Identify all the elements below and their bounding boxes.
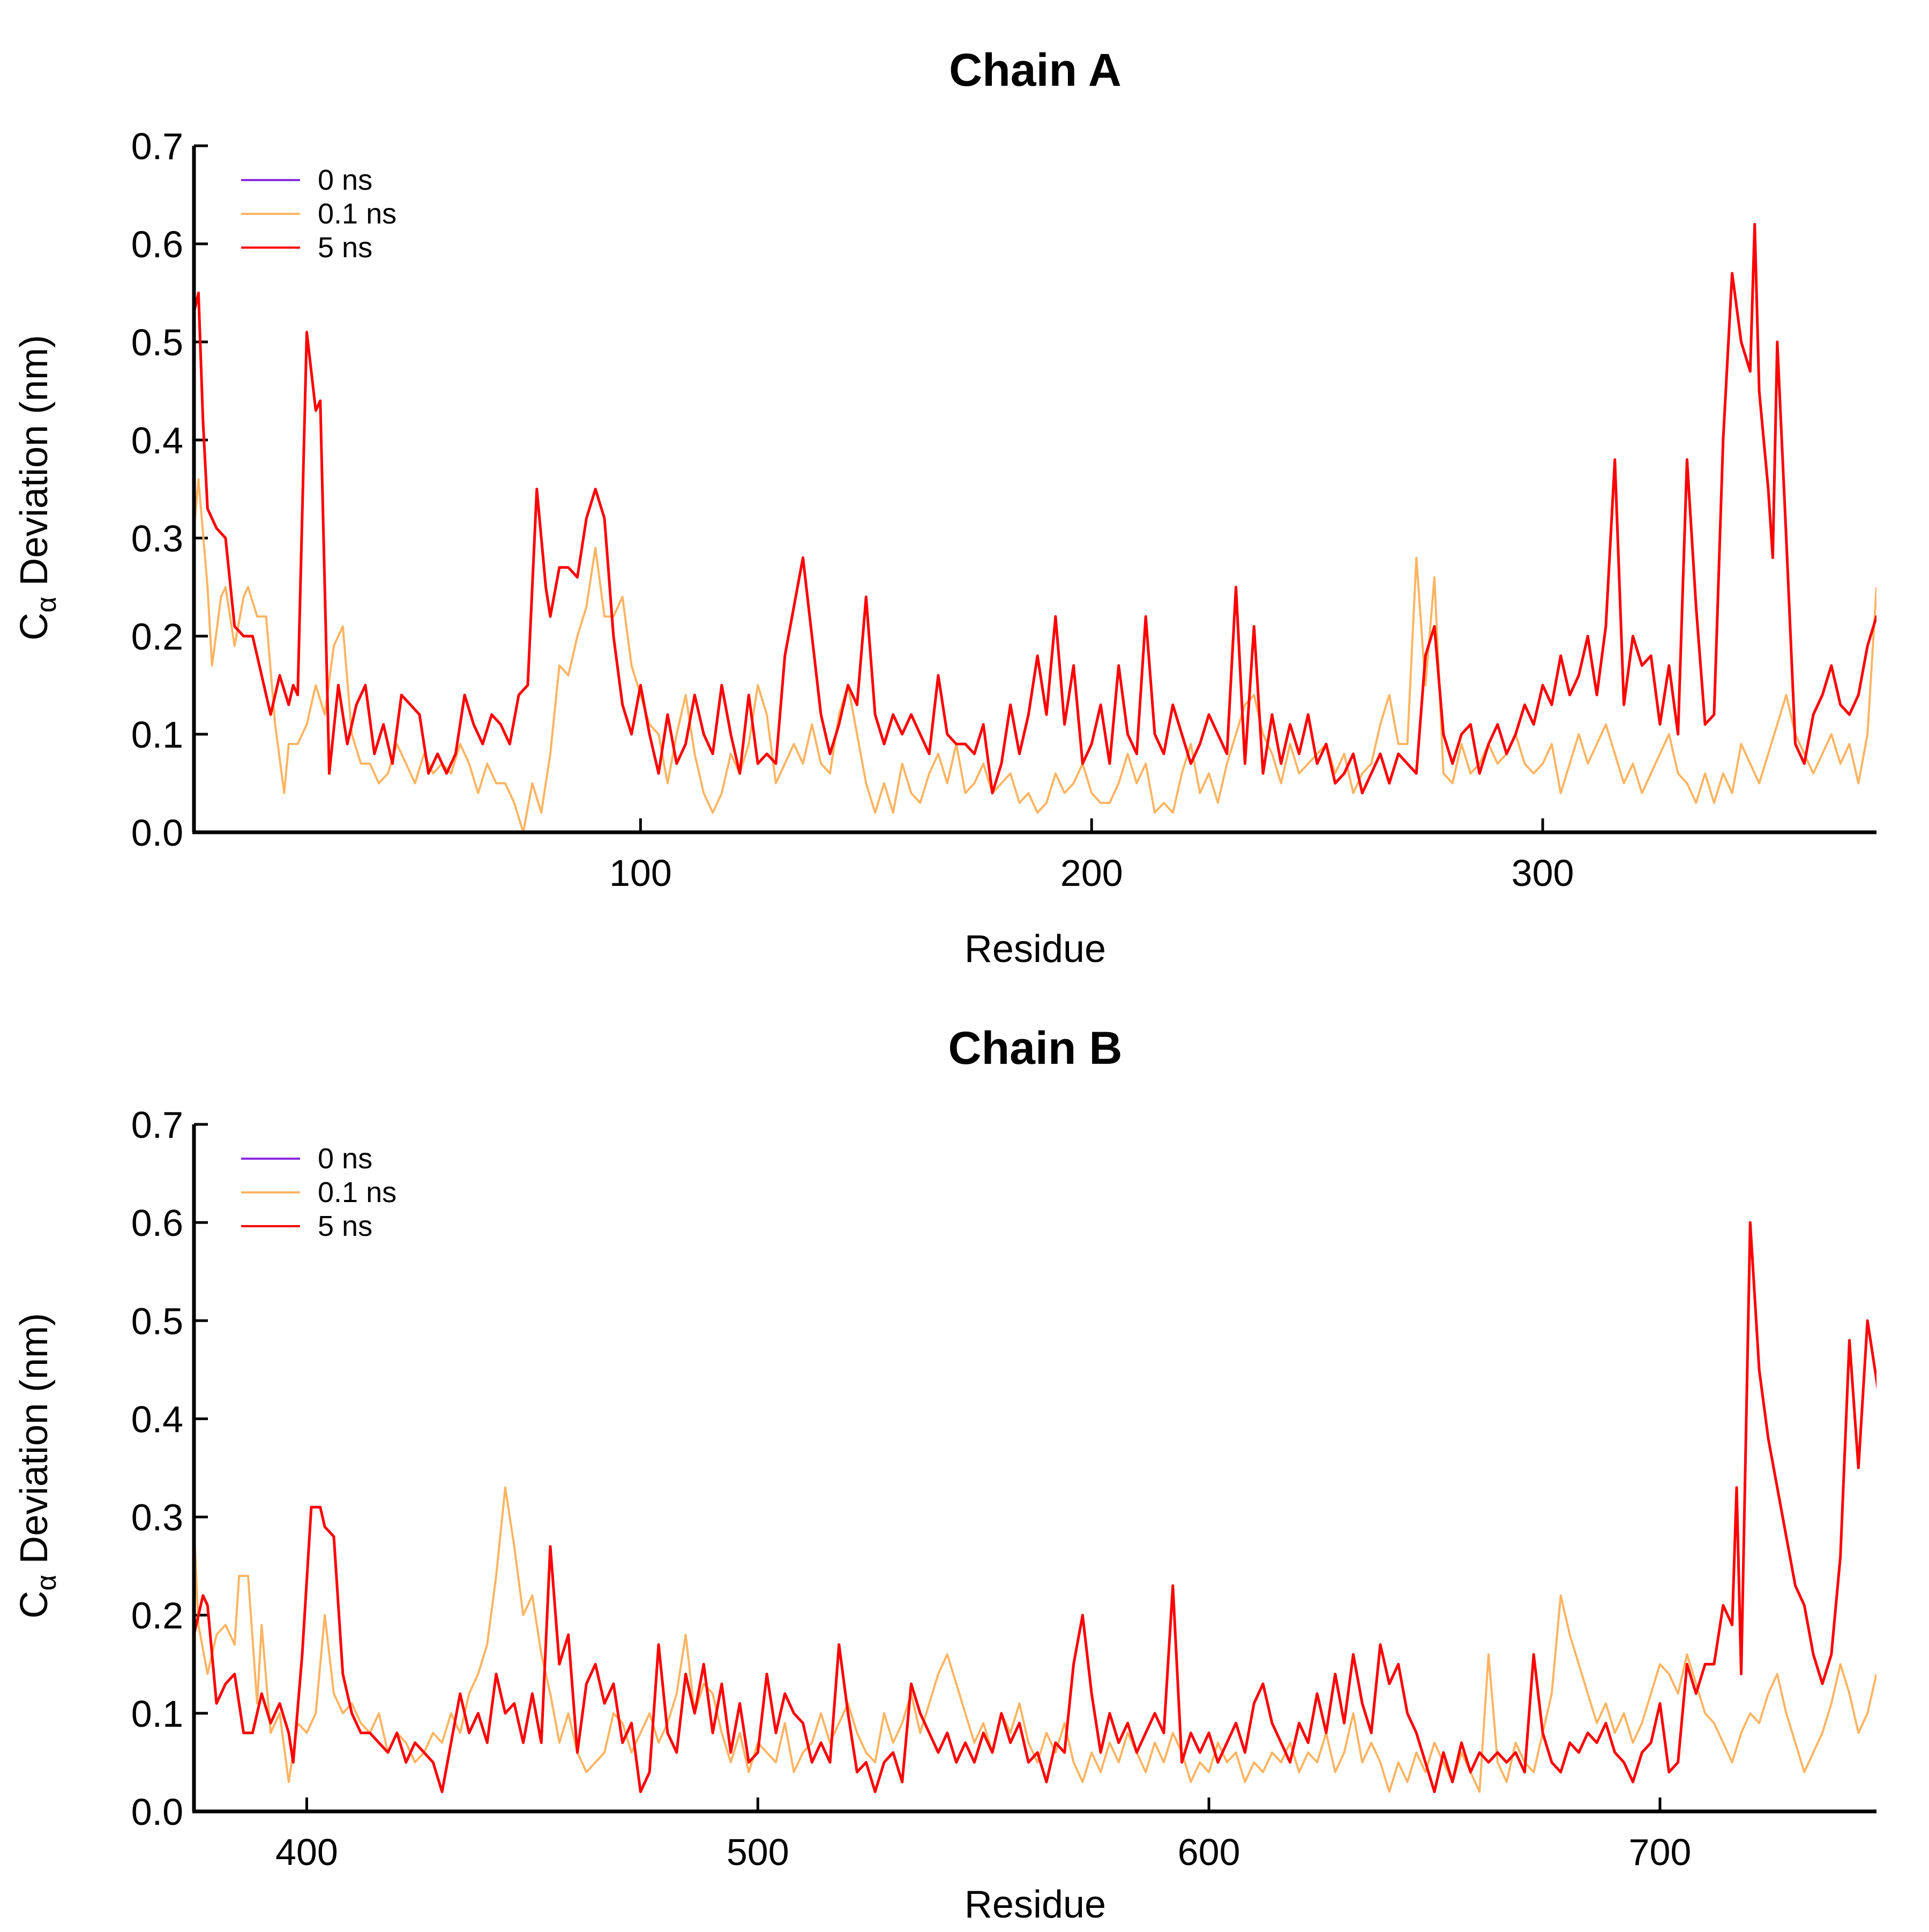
- x-tick-label: 300: [1512, 852, 1574, 894]
- series-line-s01: [194, 478, 1876, 832]
- x-tick-label: 700: [1629, 1831, 1692, 1873]
- legend: 0 ns 0.1 ns 5 ns: [241, 164, 397, 264]
- y-tick-label: 0.4: [131, 420, 183, 461]
- svg-text:Cα Deviation (nm): Cα Deviation (nm): [13, 335, 62, 640]
- legend: 0 ns 0.1 ns 5 ns: [241, 1143, 397, 1242]
- y-axis-label-main: C: [13, 613, 56, 640]
- tick-group: 0.0 0.1 0.2 0.3 0.4 0.5 0.6 0.7 400 500 600 700: [131, 1104, 1692, 1873]
- chart-panel-chain-a: Chain A Cα Deviation (nm) Residue 0.0 0.1…: [13, 44, 1876, 971]
- x-axis-label: Residue: [965, 928, 1106, 971]
- y-axis-label: Cα Deviation (nm): [13, 335, 62, 640]
- chart-title: Chain B: [948, 1023, 1123, 1074]
- y-tick-label: 0.7: [131, 1104, 183, 1146]
- legend-label-0ns: 0 ns: [318, 164, 372, 196]
- y-axis-label-sub: α: [31, 596, 62, 613]
- tick-group: 0.0 0.1 0.2 0.3 0.4 0.5 0.6 0.7 100 200 300: [131, 125, 1574, 894]
- y-tick-label: 0.6: [131, 1202, 183, 1244]
- svg-text:Cα Deviation (nm): Cα Deviation (nm): [13, 1313, 62, 1618]
- series-line-s5: [194, 1221, 1876, 1793]
- y-tick-label: 0.7: [131, 125, 183, 167]
- legend-label-0ns: 0 ns: [318, 1143, 372, 1175]
- legend-label-5ns: 5 ns: [318, 1210, 372, 1242]
- legend-label-01ns: 0.1 ns: [318, 198, 397, 230]
- y-tick-label: 0.4: [131, 1398, 183, 1440]
- y-tick-label: 0.2: [131, 616, 183, 658]
- x-tick-label: 200: [1060, 852, 1123, 894]
- y-tick-label: 0.0: [131, 812, 183, 854]
- y-axis-label-rest: Deviation (nm): [13, 335, 56, 596]
- x-tick-label: 400: [275, 1831, 338, 1873]
- y-tick-label: 0.3: [131, 518, 183, 560]
- y-axis-label-rest: Deviation (nm): [13, 1313, 56, 1575]
- y-axis-label: Cα Deviation (nm): [13, 1313, 62, 1618]
- x-tick-label: 100: [609, 852, 672, 894]
- series-line-s01: [194, 1486, 1876, 1793]
- series-line-s5: [194, 222, 1876, 795]
- x-tick-label: 600: [1178, 1831, 1240, 1873]
- y-tick-label: 0.5: [131, 322, 183, 363]
- legend-label-01ns: 0.1 ns: [318, 1176, 397, 1209]
- y-tick-label: 0.1: [131, 1693, 183, 1735]
- y-tick-label: 0.1: [131, 714, 183, 756]
- y-axis-label-main: C: [13, 1591, 56, 1618]
- chart-title: Chain A: [949, 44, 1121, 96]
- series-layer: [194, 222, 1876, 832]
- x-axis-label: Residue: [965, 1883, 1106, 1926]
- series-layer: [194, 1221, 1876, 1811]
- x-tick-label: 500: [727, 1831, 789, 1873]
- y-axis-label-sub: α: [31, 1575, 62, 1591]
- chart-panel-chain-b: Chain B Cα Deviation (nm) Residue 0.0 0.1…: [13, 1023, 1876, 1926]
- y-tick-label: 0.3: [131, 1497, 183, 1539]
- legend-label-5ns: 5 ns: [318, 232, 372, 264]
- y-tick-label: 0.5: [131, 1300, 183, 1342]
- y-tick-label: 0.6: [131, 223, 183, 265]
- y-tick-label: 0.0: [131, 1791, 183, 1833]
- y-tick-label: 0.2: [131, 1595, 183, 1637]
